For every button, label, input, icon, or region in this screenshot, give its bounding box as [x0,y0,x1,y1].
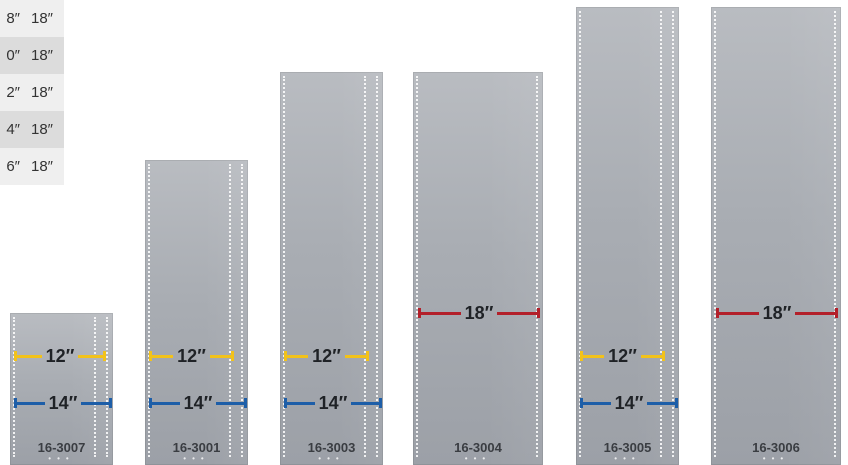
panel-shade [485,72,543,465]
measure-12-inch: 12″ [149,345,234,367]
panel-holes: ••• [762,454,790,463]
panel-16-3006[interactable]: 18″ 16-3006 ••• [711,7,841,465]
panel-shade [67,313,113,465]
sku-label: 16-3005 [603,440,652,455]
measure-label: 12″ [312,345,341,366]
measure-label: 12″ [177,345,206,366]
measure-18-inch: 18″ [716,302,838,324]
panel-rail [660,11,662,457]
sku-label: 16-3001 [172,440,221,455]
measure-14-inch: 14″ [149,392,247,414]
spec-row: 0″ 18″ [0,37,64,74]
panel-rail [536,76,538,457]
spec-cell: 8″ [6,10,20,27]
panel-shade [783,7,841,465]
panel-rail [579,11,581,457]
measure-label: 18″ [464,302,494,323]
measure-12-inch: 12″ [14,345,106,367]
panel-rail [94,317,96,457]
spec-row: 4″ 18″ [0,111,64,148]
spec-cell: 4″ [6,121,20,138]
panel-rail [241,164,243,457]
panel-holes: ••• [183,454,210,463]
measure-label: 14″ [48,392,78,413]
spec-cell: 18″ [31,84,53,101]
panel-holes: ••• [464,454,492,463]
sku-label: 16-3007 [37,440,86,455]
panel-rail [283,76,285,457]
spec-cell: 18″ [31,10,53,27]
spec-cell: 0″ [6,47,20,64]
panel-16-3004[interactable]: 18″ 16-3004 ••• [413,72,543,465]
measure-label: 14″ [183,392,213,413]
measure-label: 12″ [45,345,75,366]
spec-row: 8″ 18″ [0,0,64,37]
spec-cell: 18″ [31,121,53,138]
panel-shade [202,160,248,465]
measure-12-inch: 12″ [284,345,369,367]
panel-rail [148,164,150,457]
panel-rail [672,11,674,457]
panel-16-3001[interactable]: 12″ 14″ 16-3001 ••• [145,160,248,465]
panel-16-3005[interactable]: 12″ 14″ 16-3005 ••• [576,7,679,465]
panel-rail [834,11,836,457]
spec-cell: 18″ [31,47,53,64]
spec-cell: 18″ [31,158,53,175]
panel-shade [337,72,383,465]
measure-14-inch: 14″ [284,392,382,414]
measure-label: 12″ [608,345,637,366]
panel-rail [13,317,15,457]
panel-rail [364,76,366,457]
measure-18-inch: 18″ [418,302,540,324]
panel-holes: ••• [48,454,75,463]
panel-rail [106,317,108,457]
measure-12-inch: 12″ [580,345,665,367]
panel-rail [229,164,231,457]
measure-label: 14″ [318,392,348,413]
spec-row: 6″ 18″ [0,148,64,185]
sku-label: 16-3006 [752,440,800,455]
spec-cell: 2″ [6,84,20,101]
panel-rail [714,11,716,457]
measure-14-inch: 14″ [14,392,112,414]
panel-16-3003[interactable]: 12″ 14″ 16-3003 ••• [280,72,383,465]
panel-holes: ••• [614,454,641,463]
measure-label: 14″ [614,392,644,413]
panel-holes: ••• [318,454,345,463]
panel-shade [633,7,679,465]
panel-rail [416,76,418,457]
measure-label: 18″ [762,302,792,323]
spec-table: 8″ 18″ 0″ 18″ 2″ 18″ 4″ 18″ 6″ 18″ [0,0,64,185]
spec-cell: 6″ [6,158,20,175]
measure-14-inch: 14″ [580,392,678,414]
panel-16-3007[interactable]: 12″ 14″ 16-3007 ••• [10,313,113,465]
panel-rail [376,76,378,457]
sku-label: 16-3003 [307,440,356,455]
spec-row: 2″ 18″ [0,74,64,111]
sku-label: 16-3004 [454,440,502,455]
